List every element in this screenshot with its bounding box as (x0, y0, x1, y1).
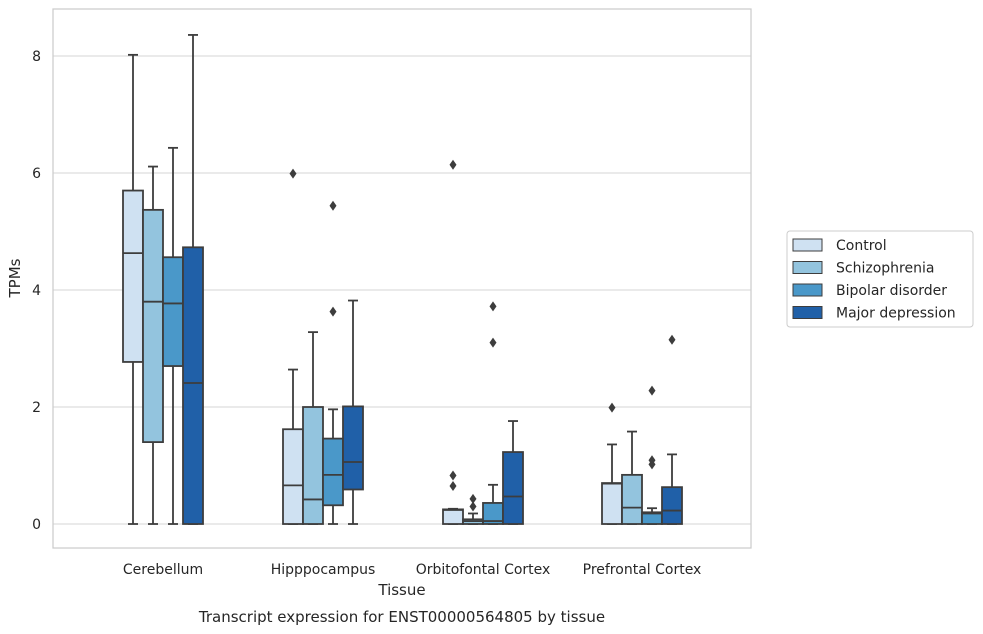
box-schizophrenia (621, 430, 643, 525)
box-body (142, 208, 164, 443)
box-schizophrenia (302, 331, 324, 525)
outlier-point (449, 480, 457, 491)
y-tick-label: 8 (32, 49, 41, 65)
box-control (442, 159, 464, 525)
outlier-point (489, 337, 497, 348)
box-control (601, 402, 623, 525)
outlier-point (329, 200, 337, 211)
legend: Control Schizophrenia Bipolar disorder Majo… (786, 230, 974, 328)
y-tick-label: 0 (32, 517, 41, 533)
box-major-depression (661, 334, 683, 525)
y-tick-labels: 0 2 4 6 8 (32, 49, 41, 533)
y-axis-label: TPMs (6, 258, 24, 298)
outlier-point (289, 168, 297, 179)
outlier-point (329, 306, 337, 317)
outlier-point (668, 334, 676, 345)
legend-frame (786, 230, 974, 328)
box-body (322, 437, 344, 507)
box-schizophrenia (142, 165, 164, 525)
box-control (282, 168, 304, 525)
box-body (122, 189, 144, 363)
box-major-depression (502, 420, 524, 525)
box-body (182, 246, 204, 525)
outlier-point (449, 470, 457, 481)
outlier-point (648, 455, 656, 466)
outlier-point (648, 385, 656, 396)
box-bipolar-disorder (482, 301, 504, 525)
outlier-point (469, 493, 477, 504)
legend-swatch (792, 283, 823, 297)
x-axis-label: Tissue (377, 581, 425, 599)
legend-label: Major depression (836, 306, 956, 322)
legend-label: Control (836, 238, 887, 254)
box-body (621, 473, 643, 525)
legend-label: Bipolar disorder (836, 283, 947, 299)
box-body (661, 486, 683, 525)
outlier-point (449, 159, 457, 170)
legend-swatch (792, 261, 823, 274)
y-tick-label: 4 (32, 283, 41, 299)
box-major-depression (182, 34, 204, 525)
legend-label: Schizophrenia (836, 261, 934, 277)
chart-caption: Transcript expression for ENST0000056480… (198, 608, 605, 626)
box-major-depression (342, 299, 364, 525)
legend-swatch (792, 238, 823, 252)
box-body (342, 405, 364, 491)
y-tick-label: 6 (32, 166, 41, 182)
plot-frame (52, 8, 752, 549)
box-bipolar-disorder (162, 146, 184, 525)
box-body (601, 482, 623, 525)
box-control (122, 53, 144, 525)
box-body (162, 256, 184, 367)
outlier-point (608, 402, 616, 413)
legend-swatch (792, 306, 823, 319)
box-body (282, 428, 304, 525)
boxes (122, 34, 683, 525)
box-bipolar-disorder (641, 385, 663, 525)
outlier-point (489, 301, 497, 312)
box-bipolar-disorder (322, 200, 344, 525)
outlier-point (469, 501, 477, 512)
box-body (302, 406, 324, 525)
box-schizophrenia (462, 493, 484, 525)
x-tick-labels: Cerebellum Hipppocampus Orbitofontal Corte… (123, 562, 701, 578)
y-tick-label: 2 (32, 400, 41, 416)
box-body (442, 508, 464, 525)
x-tick-label: Hipppocampus (271, 562, 376, 578)
box-body (502, 451, 524, 525)
x-tick-label: Prefrontal Cortex (583, 562, 702, 578)
x-tick-label: Orbitofontal Cortex (416, 562, 551, 578)
x-tick-label: Cerebellum (123, 562, 203, 578)
